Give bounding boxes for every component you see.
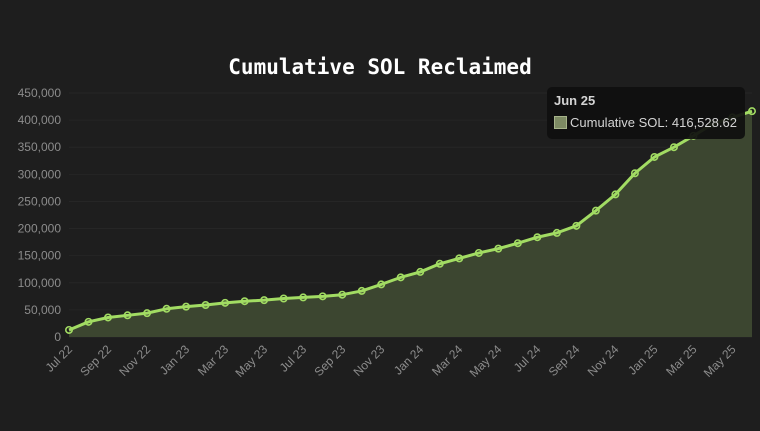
data-points: [65, 107, 756, 334]
data-point[interactable]: [338, 290, 347, 299]
y-axis: 450,000 400,000 350,000 300,000 250,000 200,0…: [18, 86, 62, 344]
data-point[interactable]: [650, 152, 659, 161]
data-point[interactable]: [84, 317, 93, 326]
x-tick-label: Jul 22: [43, 342, 76, 375]
data-point[interactable]: [104, 313, 113, 322]
y-tick-label: 100,000: [18, 276, 62, 290]
y-tick-label: 450,000: [18, 86, 62, 100]
data-point[interactable]: [611, 190, 620, 199]
x-tick-label: May 24: [467, 342, 505, 380]
tooltip-label: Cumulative SOL: 416,528.62: [570, 115, 737, 130]
data-point[interactable]: [513, 239, 522, 248]
data-point[interactable]: [260, 296, 269, 305]
area-fill: [69, 111, 752, 338]
y-tick-label: 250,000: [18, 194, 62, 208]
y-tick-label: 300,000: [18, 167, 62, 181]
data-point[interactable]: [572, 221, 581, 230]
x-tick-label: Mar 25: [663, 342, 700, 379]
data-point[interactable]: [65, 325, 74, 334]
data-point[interactable]: [162, 304, 171, 313]
y-tick-label: 0: [54, 330, 61, 344]
x-tick-label: Jan 24: [391, 342, 427, 378]
data-point[interactable]: [357, 286, 366, 295]
data-point[interactable]: [435, 259, 444, 268]
x-tick-label: Jan 25: [625, 342, 661, 378]
y-tick-label: 50,000: [24, 303, 61, 317]
x-tick-label: Mar 23: [195, 342, 232, 379]
x-tick-label: Jul 23: [277, 342, 310, 375]
data-point[interactable]: [591, 206, 600, 215]
data-point[interactable]: [182, 302, 191, 311]
chart-title: Cumulative SOL Reclaimed: [228, 55, 531, 79]
y-tick-label: 150,000: [18, 249, 62, 263]
tooltip: Jun 25 Cumulative SOL: 416,528.62: [547, 87, 745, 139]
x-tick-label: Nov 24: [585, 342, 622, 379]
y-tick-label: 200,000: [18, 222, 62, 236]
x-tick-label: Nov 22: [116, 342, 153, 379]
data-point[interactable]: [143, 309, 152, 318]
data-point[interactable]: [533, 233, 542, 242]
data-point[interactable]: [201, 301, 210, 310]
x-axis: Jul 22 Sep 22 Nov 22 Jan 23 Mar 23 May 23 Jul …: [43, 342, 739, 380]
data-point[interactable]: [299, 293, 308, 302]
tooltip-title: Jun 25: [554, 93, 596, 108]
x-tick-label: Jan 23: [157, 342, 193, 378]
data-point[interactable]: [279, 294, 288, 303]
data-point[interactable]: [416, 267, 425, 276]
x-tick-label: Jul 24: [511, 342, 544, 375]
data-point[interactable]: [455, 254, 464, 263]
data-point[interactable]: [221, 298, 230, 307]
y-tick-label: 350,000: [18, 140, 62, 154]
x-tick-label: Nov 23: [351, 342, 388, 379]
data-point[interactable]: [552, 228, 561, 237]
data-point[interactable]: [747, 107, 756, 116]
x-tick-label: Sep 22: [77, 342, 114, 379]
data-point[interactable]: [318, 292, 327, 301]
tooltip-swatch: [554, 116, 567, 129]
x-tick-label: May 23: [233, 342, 271, 380]
data-point[interactable]: [123, 311, 132, 320]
data-point[interactable]: [474, 248, 483, 257]
y-tick-label: 400,000: [18, 113, 62, 127]
data-point[interactable]: [630, 169, 639, 178]
data-point[interactable]: [240, 297, 249, 306]
data-point[interactable]: [669, 143, 678, 152]
x-tick-label: Sep 24: [546, 342, 583, 379]
data-point[interactable]: [396, 273, 405, 282]
x-tick-label: Sep 23: [312, 342, 349, 379]
x-tick-label: Mar 24: [429, 342, 466, 379]
x-tick-label: May 25: [701, 342, 739, 380]
data-point[interactable]: [377, 280, 386, 289]
data-point[interactable]: [494, 244, 503, 253]
